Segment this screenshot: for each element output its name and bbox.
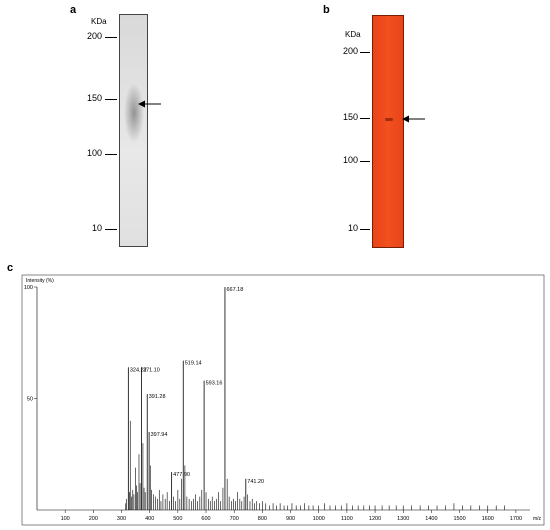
x-tick-label: 400 — [145, 516, 154, 522]
x-tick-label: 100 — [61, 516, 70, 522]
panel-b-tick-100 — [360, 161, 370, 162]
x-tick-label: 1000 — [313, 516, 325, 522]
panel-a-marker-10: 10 — [91, 223, 102, 233]
x-tick-label: 500 — [173, 516, 182, 522]
panel-a-marker-200: 200 — [86, 31, 102, 41]
panel-b-tick-150 — [360, 118, 370, 119]
x-tick-label: 800 — [258, 516, 267, 522]
panel-b-band — [385, 118, 393, 121]
panel-b-tick-200 — [360, 52, 370, 53]
panel-a-marker-100: 100 — [86, 148, 102, 158]
x-tick-label: 900 — [286, 516, 295, 522]
peak-label: 371.10 — [143, 367, 160, 373]
panel-b-unit-label: KDa — [345, 30, 361, 39]
panel-b-marker-100: 100 — [342, 155, 358, 165]
x-tick-label: 200 — [89, 516, 98, 522]
gel-lane-b — [372, 15, 404, 248]
x-axis-label: m/z — [533, 516, 542, 522]
panel-a-tick-150 — [105, 99, 117, 100]
x-tick-label: 600 — [201, 516, 210, 522]
panel-b-marker-200: 200 — [342, 46, 358, 56]
y-axis-label: Intensity (%) — [26, 278, 54, 284]
y-tick-label: 100 — [24, 285, 33, 291]
panel-b-marker-150: 150 — [342, 112, 358, 122]
panel-a-letter: a — [70, 4, 77, 16]
peak-label: 397.94 — [151, 432, 168, 438]
x-tick-label: 1100 — [341, 516, 353, 522]
peak-label: 391.28 — [149, 394, 166, 400]
gel-lane-a — [119, 14, 148, 247]
panel-a-tick-10 — [105, 229, 117, 230]
peak-label: 667.18 — [226, 287, 243, 293]
panel-b-tick-10 — [360, 229, 370, 230]
x-tick-label: 1700 — [510, 516, 522, 522]
spectrum-frame — [21, 274, 545, 526]
peak-label: 593.16 — [206, 381, 223, 387]
x-tick-label: 1200 — [369, 516, 381, 522]
panel-a-tick-200 — [105, 37, 117, 38]
panel-a-tick-100 — [105, 154, 117, 155]
panel-a-arrow-icon — [138, 100, 161, 108]
x-tick-label: 700 — [230, 516, 239, 522]
x-tick-label: 1300 — [397, 516, 409, 522]
panel-a-unit-label: KDa — [91, 17, 107, 26]
y-tick-label: 50 — [27, 397, 33, 403]
peak-label: 741.20 — [247, 479, 264, 485]
panel-b-letter: b — [323, 4, 330, 16]
panel-b-arrow-icon — [402, 115, 425, 123]
peak-label: 519.14 — [185, 361, 202, 367]
panel-b-marker-10: 10 — [347, 223, 358, 233]
peak-label: 477.90 — [173, 472, 190, 478]
x-tick-label: 1500 — [453, 516, 465, 522]
panel-c-letter: c — [7, 262, 14, 274]
x-tick-label: 1400 — [425, 516, 437, 522]
x-tick-label: 1600 — [482, 516, 494, 522]
x-tick-label: 300 — [117, 516, 126, 522]
panel-a-marker-150: 150 — [86, 93, 102, 103]
peak-label: 324.22 — [130, 367, 147, 373]
